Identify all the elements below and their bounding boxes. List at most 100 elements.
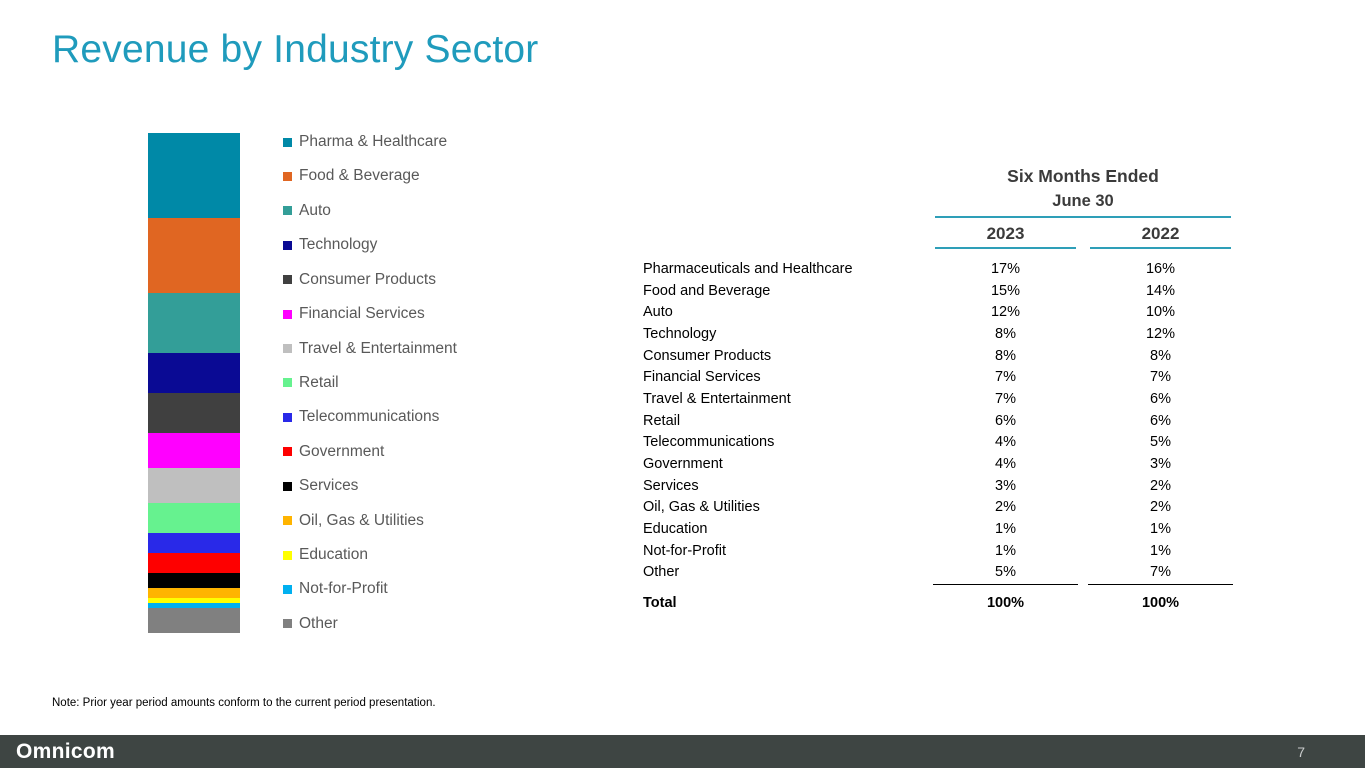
legend-label: Pharma & Healthcare [299, 133, 448, 150]
table-row: Oil, Gas & Utilities 2% 2% [643, 497, 1231, 519]
table-row: Not-for-Profit 1% 1% [643, 540, 1231, 562]
row-value-2022: 2% [1150, 499, 1171, 516]
legend-label: Retail [299, 373, 339, 391]
legend-label: Telecommunications [299, 408, 440, 426]
legend-item: Government [283, 443, 457, 461]
legend-swatch-icon [283, 206, 292, 216]
row-label: Not-for-Profit [643, 542, 726, 559]
legend-item: Food & Beverage [283, 167, 457, 185]
bar-segment [148, 468, 240, 503]
row-value-2023: 1% [995, 521, 1016, 538]
legend-label: Other [299, 614, 338, 632]
bar-segment [148, 353, 240, 393]
row-value-2022: 14% [1145, 282, 1176, 299]
table-row: Education 1% 1% [643, 518, 1231, 540]
legend-item: Services [283, 477, 457, 495]
legend-item: Financial Services [283, 305, 457, 323]
header-rule [935, 216, 1231, 218]
row-value-2023: 4% [995, 434, 1016, 451]
table-row: Consumer Products 8% 8% [643, 345, 1231, 367]
footnote: Note: Prior year period amounts conform … [52, 697, 436, 709]
row-value-2023: 17% [990, 260, 1021, 277]
legend-swatch-icon [283, 619, 292, 629]
row-value-2023: 4% [995, 456, 1016, 473]
total-label: Total [643, 594, 677, 611]
legend-swatch-icon [283, 137, 292, 147]
row-value-2023: 3% [995, 477, 1016, 494]
bar-segment [148, 598, 240, 603]
row-value-2023: 1% [995, 542, 1016, 559]
row-value-2022: 7% [1150, 369, 1171, 386]
period-header-line2: June 30 [1052, 192, 1114, 210]
row-value-2023: 7% [995, 369, 1016, 386]
legend-swatch-icon [283, 275, 292, 285]
row-label: Consumer Products [643, 347, 772, 364]
row-value-2022: 1% [1150, 542, 1171, 559]
column-header-2023: 2023 [986, 224, 1025, 243]
legend-item: Telecommunications [283, 408, 457, 426]
bar-segment [148, 588, 240, 598]
row-value-2022: 10% [1145, 304, 1176, 321]
row-value-2023: 15% [990, 282, 1021, 299]
bar-segment [148, 608, 240, 633]
legend-label: Travel & Entertainment [299, 339, 457, 357]
legend-swatch-icon [283, 481, 292, 491]
legend-label: Consumer Products [299, 270, 436, 288]
period-header-line1: Six Months Ended [1007, 166, 1159, 186]
row-value-2023: 2% [995, 499, 1016, 516]
row-label: Pharmaceuticals and Healthcare [643, 260, 853, 277]
total-value-2023: 100% [986, 594, 1025, 611]
chart-legend: Pharma & Healthcare Food & Beverage Auto Te… [283, 133, 457, 633]
legend-item: Retail [283, 374, 457, 392]
legend-label: Oil, Gas & Utilities [299, 511, 424, 529]
table-row: Government 4% 3% [643, 453, 1231, 475]
table-row: Travel & Entertainment 7% 6% [643, 388, 1231, 410]
row-label: Education [643, 521, 708, 538]
footer-bar: Omnicom 7 [0, 735, 1365, 768]
bar-segment [148, 293, 240, 353]
total-line-2022 [1088, 584, 1233, 585]
row-label: Financial Services [643, 369, 761, 386]
legend-swatch-icon [283, 584, 292, 594]
row-value-2023: 8% [995, 347, 1016, 364]
row-value-2022: 3% [1150, 456, 1171, 473]
row-value-2022: 1% [1150, 521, 1171, 538]
column-header-2022: 2022 [1141, 224, 1180, 243]
legend-swatch-icon [283, 412, 292, 422]
legend-label: Food & Beverage [299, 167, 420, 185]
legend-label: Services [299, 477, 359, 495]
row-value-2022: 2% [1150, 477, 1171, 494]
table-row: Other 5% 7% [643, 562, 1231, 584]
bar-segment [148, 393, 240, 433]
bar-segment [148, 603, 240, 608]
row-label: Government [643, 456, 723, 473]
bar-segment [148, 573, 240, 588]
table-row: Financial Services 7% 7% [643, 366, 1231, 388]
legend-item: Technology [283, 236, 457, 254]
bar-segment [148, 533, 240, 553]
stacked-bar-chart [148, 133, 240, 633]
row-value-2023: 12% [990, 304, 1021, 321]
row-value-2022: 5% [1150, 434, 1171, 451]
legend-swatch-icon [283, 344, 292, 354]
legend-item: Oil, Gas & Utilities [283, 512, 457, 530]
legend-item: Other [283, 615, 457, 633]
legend-swatch-icon [283, 378, 292, 388]
legend-swatch-icon [283, 447, 292, 457]
row-label: Retail [643, 412, 681, 429]
table-total-row: Total 100% 100% [643, 592, 1231, 613]
legend-item: Consumer Products [283, 271, 457, 289]
omnicom-logo: Omnicom [16, 739, 115, 763]
row-label: Services [643, 477, 699, 494]
row-label: Travel & Entertainment [643, 390, 791, 407]
bar-segment [148, 503, 240, 533]
table-row: Food and Beverage 15% 14% [643, 280, 1231, 302]
legend-swatch-icon [283, 171, 292, 181]
legend-label: Education [299, 546, 368, 564]
legend-item: Education [283, 546, 457, 564]
bar-segment [148, 433, 240, 468]
legend-label: Technology [299, 236, 378, 254]
column-rule-2022 [1090, 247, 1231, 249]
legend-label: Auto [299, 201, 331, 219]
legend-swatch-icon [283, 240, 292, 250]
